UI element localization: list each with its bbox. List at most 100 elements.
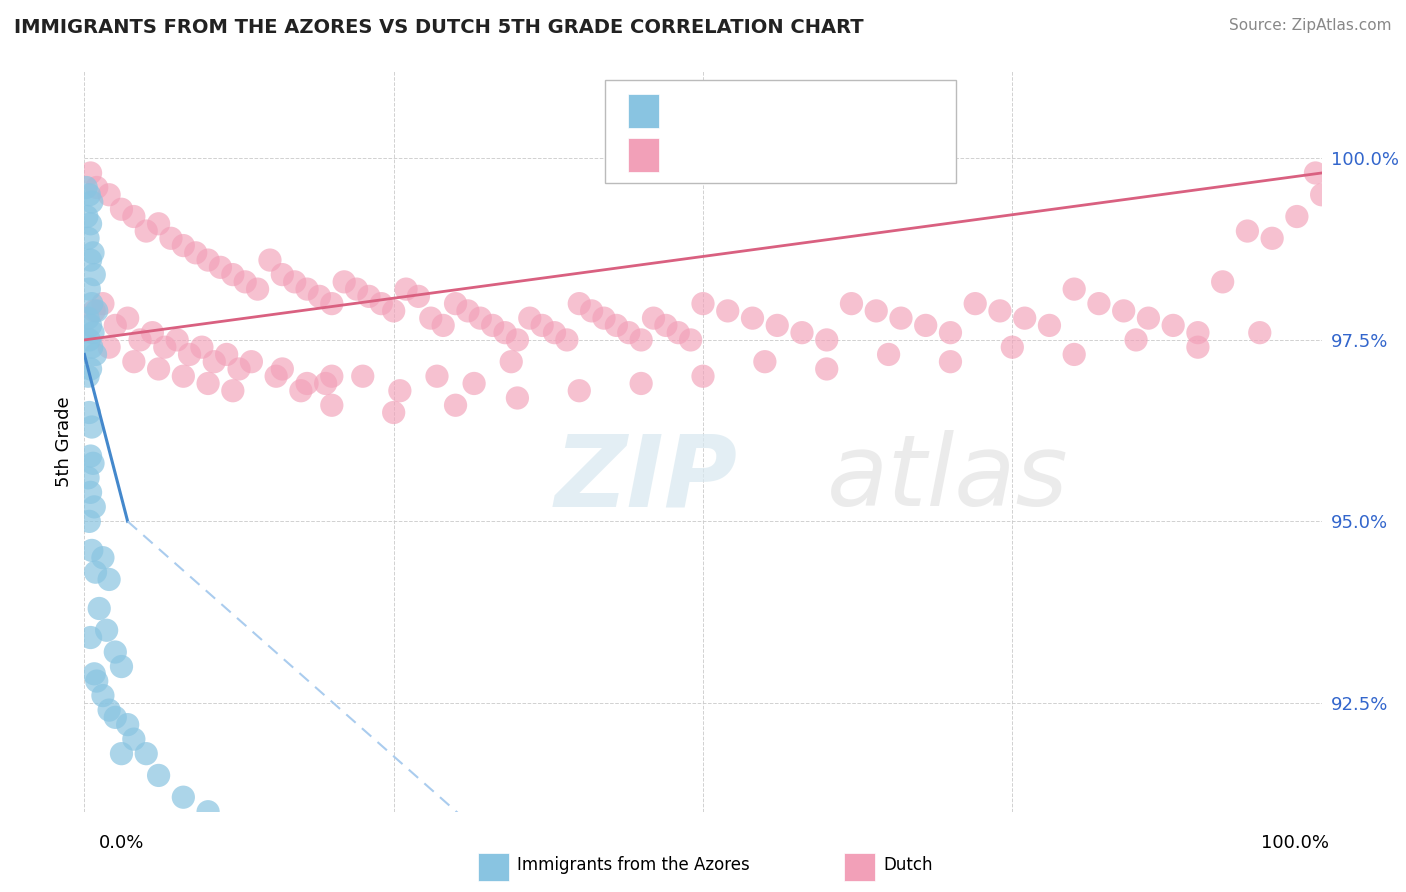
Point	[160, 231, 183, 245]
Point	[1212, 275, 1234, 289]
Point	[457, 304, 479, 318]
Point	[79, 282, 101, 296]
Point	[77, 471, 100, 485]
Point	[388, 384, 411, 398]
Point	[1088, 296, 1111, 310]
Point	[209, 260, 232, 275]
Point	[222, 384, 245, 398]
Point	[321, 296, 343, 310]
Point	[79, 253, 101, 268]
Point	[519, 311, 541, 326]
Point	[370, 296, 392, 310]
Point	[841, 296, 863, 310]
Point	[543, 326, 565, 340]
Point	[865, 304, 887, 318]
Point	[766, 318, 789, 333]
Point	[463, 376, 485, 391]
Point	[84, 347, 107, 361]
Point	[965, 296, 987, 310]
Text: R =: R =	[671, 102, 713, 120]
Point	[914, 318, 936, 333]
Text: Dutch: Dutch	[883, 856, 932, 874]
Point	[1112, 304, 1135, 318]
Point	[80, 194, 103, 209]
Point	[988, 304, 1011, 318]
Point	[568, 296, 591, 310]
Point	[666, 326, 689, 340]
Point	[382, 304, 405, 318]
Point	[408, 289, 430, 303]
Point	[86, 674, 108, 689]
Point	[264, 369, 287, 384]
Point	[295, 376, 318, 391]
Point	[1137, 311, 1160, 326]
Text: IMMIGRANTS FROM THE AZORES VS DUTCH 5TH GRADE CORRELATION CHART: IMMIGRANTS FROM THE AZORES VS DUTCH 5TH …	[14, 18, 863, 37]
Point	[1305, 166, 1327, 180]
Text: 49: 49	[814, 102, 841, 120]
Point	[481, 318, 503, 333]
Point	[432, 318, 454, 333]
Point	[79, 166, 101, 180]
Point	[1038, 318, 1060, 333]
Point	[1187, 340, 1209, 354]
Point	[419, 311, 441, 326]
Text: -0.157: -0.157	[706, 102, 775, 120]
Point	[98, 187, 121, 202]
Point	[80, 340, 103, 354]
Point	[129, 333, 152, 347]
Point	[80, 543, 103, 558]
Point	[76, 210, 98, 224]
Point	[444, 296, 467, 310]
Point	[1063, 347, 1085, 361]
Point	[172, 238, 194, 252]
Point	[86, 180, 108, 194]
Text: 100.0%: 100.0%	[1261, 834, 1329, 852]
Point	[172, 369, 194, 384]
Point	[148, 362, 170, 376]
Point	[815, 362, 838, 376]
Point	[568, 384, 591, 398]
Point	[98, 703, 121, 717]
Point	[284, 275, 307, 289]
Point	[321, 398, 343, 412]
Y-axis label: 5th Grade: 5th Grade	[55, 396, 73, 487]
Point	[135, 747, 157, 761]
Point	[184, 245, 207, 260]
Point	[222, 268, 245, 282]
Point	[1014, 311, 1036, 326]
Point	[110, 202, 132, 217]
Text: Source: ZipAtlas.com: Source: ZipAtlas.com	[1229, 18, 1392, 33]
Point	[506, 391, 529, 405]
Point	[346, 282, 368, 296]
Point	[82, 456, 104, 470]
Text: Immigrants from the Azores: Immigrants from the Azores	[517, 856, 751, 874]
Point	[630, 333, 652, 347]
Point	[197, 376, 219, 391]
Text: atlas: atlas	[827, 430, 1069, 527]
Point	[741, 311, 763, 326]
Point	[501, 354, 523, 368]
Point	[79, 631, 101, 645]
Point	[246, 282, 269, 296]
Point	[655, 318, 678, 333]
Point	[79, 217, 101, 231]
Point	[82, 245, 104, 260]
Point	[754, 354, 776, 368]
Point	[89, 601, 111, 615]
Point	[215, 347, 238, 361]
Point	[197, 253, 219, 268]
Point	[83, 666, 105, 681]
Point	[692, 369, 714, 384]
Point	[79, 318, 101, 333]
Point	[79, 485, 101, 500]
Point	[77, 369, 100, 384]
Point	[110, 659, 132, 673]
Point	[77, 311, 100, 326]
Point	[506, 333, 529, 347]
Point	[333, 275, 356, 289]
Point	[630, 376, 652, 391]
Point	[1261, 231, 1284, 245]
Point	[117, 311, 139, 326]
Point	[890, 311, 912, 326]
Point	[79, 405, 101, 419]
